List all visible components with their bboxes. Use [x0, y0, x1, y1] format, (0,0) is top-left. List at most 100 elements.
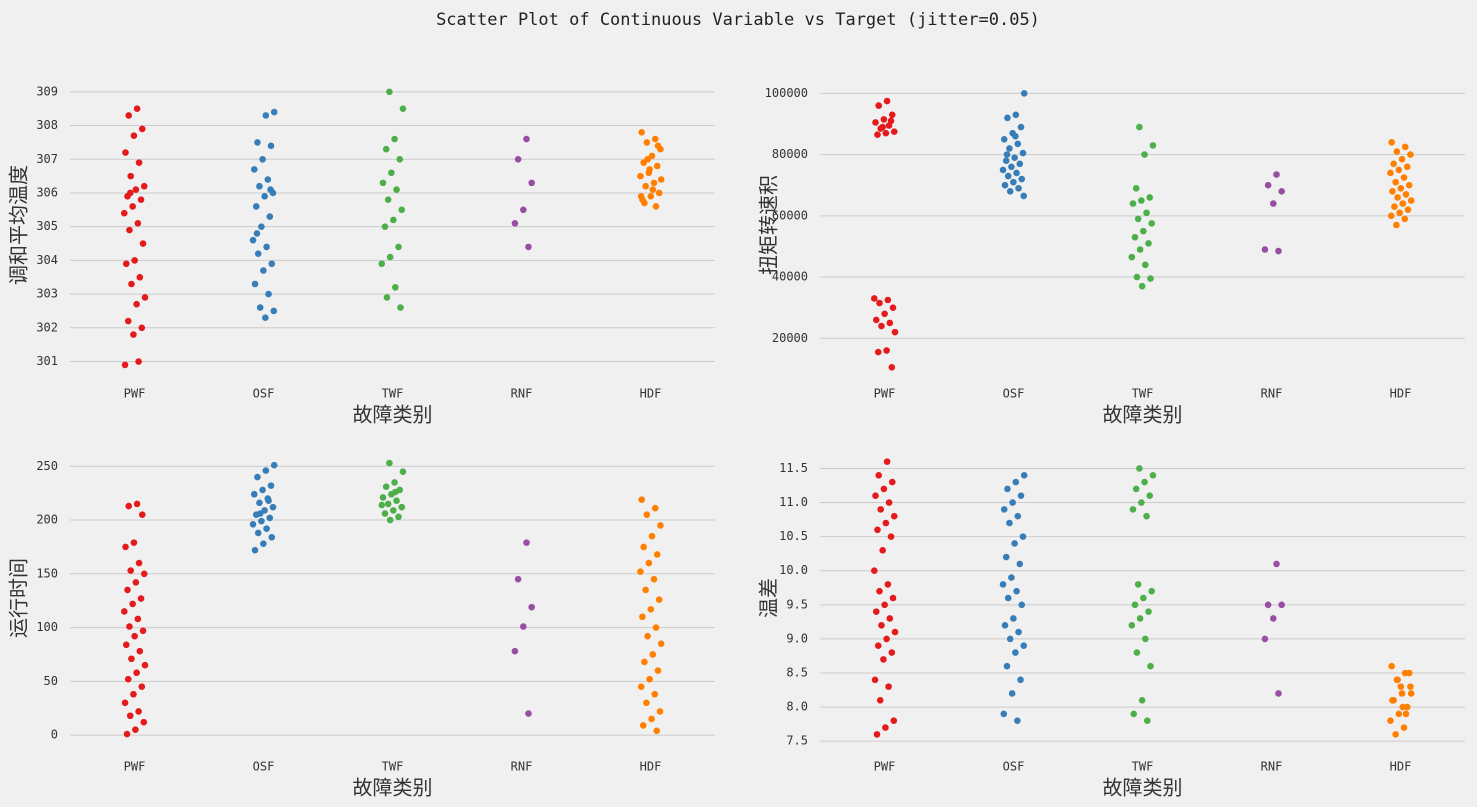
point [888, 478, 896, 486]
point [891, 328, 899, 336]
point [260, 267, 267, 274]
point [1398, 690, 1406, 697]
x-tick-label: HDF [1390, 387, 1412, 401]
point [514, 575, 522, 583]
point [520, 206, 527, 214]
point [1008, 574, 1015, 581]
point [1136, 615, 1144, 622]
point [639, 613, 646, 621]
y-tick-label: 301 [36, 354, 58, 368]
point [391, 135, 398, 143]
point [1131, 601, 1139, 609]
point [642, 586, 649, 594]
point [1003, 662, 1011, 670]
point [386, 516, 394, 524]
point [1004, 114, 1011, 122]
point [1393, 148, 1401, 155]
point [122, 641, 130, 649]
point [884, 296, 892, 304]
point [1390, 160, 1397, 168]
point [653, 727, 661, 735]
point [399, 105, 407, 113]
point [1141, 151, 1148, 158]
point [888, 649, 896, 656]
point [379, 179, 387, 187]
y-tick-label: 306 [36, 185, 58, 199]
point [132, 186, 140, 193]
point [655, 189, 663, 197]
point [393, 497, 400, 504]
point [135, 358, 142, 365]
x-tick-label: OSF [1003, 387, 1025, 401]
y-tick-label: 307 [36, 152, 58, 166]
point [135, 559, 143, 567]
point [135, 708, 142, 715]
point [1014, 512, 1022, 520]
point [654, 142, 662, 150]
point [386, 88, 393, 96]
point [390, 216, 397, 224]
point [1002, 553, 1010, 561]
x-tick-label: PWF [874, 760, 896, 774]
y-tick-label: 150 [36, 566, 58, 580]
point [123, 730, 131, 738]
point [138, 125, 146, 133]
x-tick-label: OSF [253, 387, 275, 401]
point [1405, 669, 1413, 677]
point [1016, 160, 1024, 168]
x-axis-label: 故障类别 [353, 776, 433, 800]
point [643, 511, 651, 518]
point [1138, 197, 1145, 204]
y-tick-label: 11.5 [779, 461, 808, 475]
point [141, 661, 149, 669]
point [640, 543, 647, 551]
x-tick-label: RNF [1261, 387, 1283, 401]
point [1261, 246, 1269, 253]
x-tick-label: OSF [1003, 760, 1025, 774]
point [1003, 151, 1011, 158]
point [122, 149, 129, 156]
point [130, 539, 138, 546]
point [523, 135, 530, 143]
point [1402, 191, 1410, 198]
point [124, 317, 132, 325]
point [878, 322, 885, 330]
point [264, 176, 272, 183]
point [653, 162, 661, 170]
x-tick-label: TWF [1132, 760, 1154, 774]
point [259, 155, 266, 163]
y-tick-label: 8.5 [786, 666, 808, 680]
point [883, 347, 890, 354]
point [1401, 143, 1409, 151]
point [127, 567, 134, 574]
point [882, 129, 890, 137]
point [1389, 696, 1396, 704]
point [135, 159, 143, 166]
point [1018, 601, 1026, 609]
y-tick-label: 305 [36, 219, 58, 233]
point [1133, 273, 1141, 281]
y-axis-label: 调和平均温度 [7, 165, 31, 285]
point [396, 155, 404, 163]
point [1149, 471, 1157, 479]
point [252, 203, 260, 210]
point [1407, 197, 1415, 204]
point [1407, 151, 1414, 158]
point [383, 294, 391, 301]
point [120, 608, 128, 615]
point [874, 348, 882, 356]
point [1019, 533, 1027, 540]
point [258, 223, 265, 230]
point [131, 632, 138, 640]
point [652, 203, 660, 210]
point [1142, 261, 1149, 269]
point [511, 647, 519, 655]
x-tick-label: OSF [253, 760, 275, 774]
point [392, 488, 399, 496]
y-tick-label: 10.0 [779, 563, 808, 577]
point [267, 482, 275, 489]
point [265, 290, 272, 298]
point [872, 316, 880, 324]
point [637, 193, 645, 200]
y-tick-label: 9.0 [786, 631, 808, 645]
